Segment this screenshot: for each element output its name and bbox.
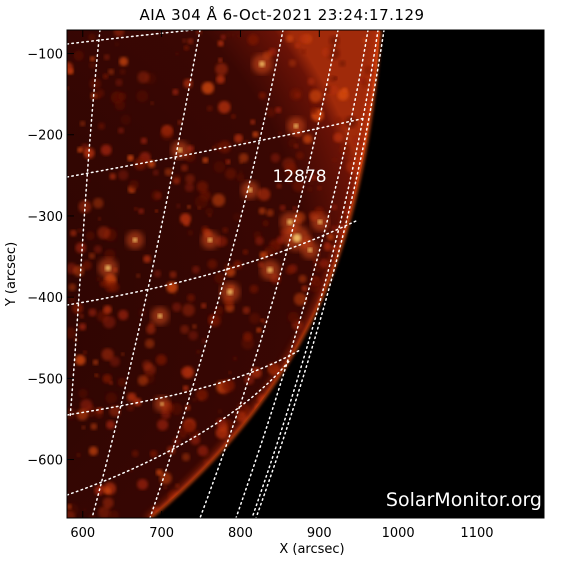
watermark-text: SolarMonitor.org bbox=[386, 489, 542, 511]
solar-limb bbox=[149, 30, 382, 518]
x-tick-label: 1100 bbox=[460, 526, 493, 541]
y-tick-label: −600 bbox=[27, 454, 63, 469]
image-title: AIA 304 Å 6-Oct-2021 23:24:17.129 bbox=[139, 6, 425, 24]
grid-line bbox=[235, 30, 369, 518]
x-axis-label: X (arcsec) bbox=[279, 542, 344, 557]
heliographic-grid bbox=[67, 30, 385, 518]
plot-frame bbox=[66, 29, 545, 519]
y-tick-label: −300 bbox=[27, 210, 63, 225]
grid-line bbox=[67, 117, 366, 178]
y-tick-label: −400 bbox=[27, 291, 63, 306]
x-tick-label: 700 bbox=[149, 526, 174, 541]
active-region-label: 12878 bbox=[273, 167, 327, 187]
grid-line bbox=[255, 30, 385, 518]
x-axis-ticks: 600 700 800 900 1000 1100 bbox=[70, 30, 494, 541]
grid-line bbox=[149, 30, 284, 518]
grid-line bbox=[67, 30, 201, 45]
y-tick-label: −500 bbox=[27, 372, 63, 387]
grid-line bbox=[199, 30, 339, 518]
grid-line bbox=[251, 30, 379, 518]
x-tick-label: 600 bbox=[70, 526, 95, 541]
grid-line bbox=[67, 349, 301, 416]
grid-line bbox=[69, 30, 101, 419]
y-axis-ticks: −100 −200 −300 −400 −500 −600 bbox=[27, 48, 544, 469]
y-axis-label: Y (arcsec) bbox=[4, 242, 19, 307]
grid-line bbox=[67, 359, 291, 496]
y-tick-label: −100 bbox=[27, 48, 63, 63]
grid-line bbox=[91, 30, 201, 518]
x-tick-label: 1000 bbox=[382, 526, 415, 541]
y-tick-label: −200 bbox=[27, 129, 63, 144]
x-tick-label: 800 bbox=[228, 526, 253, 541]
x-tick-label: 900 bbox=[307, 526, 332, 541]
